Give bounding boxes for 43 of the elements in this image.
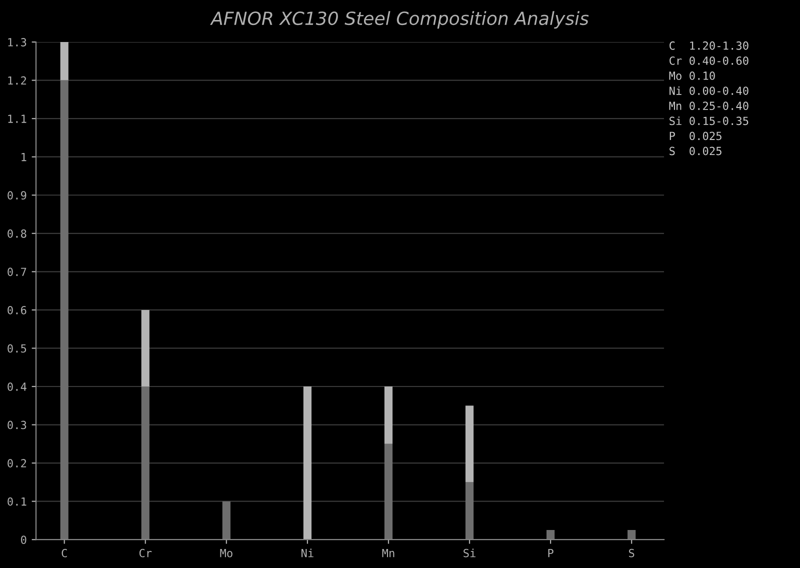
x-tick-label: Cr bbox=[139, 548, 152, 558]
y-tick-label: 0.3 bbox=[8, 420, 26, 430]
text: P 0.025 bbox=[670, 132, 722, 140]
y-tick-label: 0.1 bbox=[8, 497, 26, 506]
y-tick-label: 0.9 bbox=[8, 191, 26, 200]
bar bbox=[465, 482, 474, 540]
bar bbox=[546, 530, 555, 540]
text: Mo 0.10 bbox=[669, 72, 715, 80]
bar bbox=[60, 42, 68, 80]
y-tick-label: 0.6 bbox=[8, 306, 26, 314]
text: S 0.025 bbox=[670, 146, 722, 156]
y-tick-label: 1.3 bbox=[8, 38, 26, 46]
text: Cr 0.40-0.60 bbox=[670, 56, 748, 65]
bar bbox=[60, 80, 68, 540]
text: Si 0.15-0.35 bbox=[670, 116, 748, 126]
y-tick-label: 1 bbox=[22, 153, 26, 162]
x-tick-label: C bbox=[62, 548, 67, 558]
x-tick-label: P bbox=[548, 549, 554, 558]
bar bbox=[222, 501, 230, 540]
y-tick-label: 0.4 bbox=[8, 382, 26, 391]
bar bbox=[465, 406, 474, 482]
text: Mn 0.25-0.40 bbox=[669, 102, 748, 110]
bar bbox=[141, 386, 150, 540]
text: C 1.20-1.30 bbox=[670, 41, 748, 50]
y-tick-label: 0.5 bbox=[8, 344, 26, 353]
y-tick-label: 1.1 bbox=[8, 114, 26, 123]
bar bbox=[303, 386, 312, 540]
bar bbox=[141, 310, 150, 386]
y-tick-label: 0.8 bbox=[8, 229, 26, 238]
chart-title: AFNOR XC130 Steel Composition Analysis bbox=[210, 11, 589, 29]
y-tick-label: 0.7 bbox=[8, 268, 26, 276]
y-tick-label: 1.2 bbox=[8, 76, 26, 85]
bar bbox=[384, 386, 393, 444]
x-tick-label: S bbox=[628, 548, 634, 558]
x-tick-label: Mn bbox=[382, 549, 394, 558]
bar bbox=[628, 530, 636, 540]
y-tick-label: 0 bbox=[21, 536, 26, 544]
x-tick-label: Ni bbox=[302, 548, 314, 558]
y-tick-label: 0.2 bbox=[8, 459, 26, 468]
bar bbox=[384, 444, 393, 540]
x-tick-label: Mo bbox=[220, 549, 232, 558]
x-tick-label: Si bbox=[464, 548, 476, 558]
text: Ni 0.00-0.40 bbox=[670, 86, 748, 95]
